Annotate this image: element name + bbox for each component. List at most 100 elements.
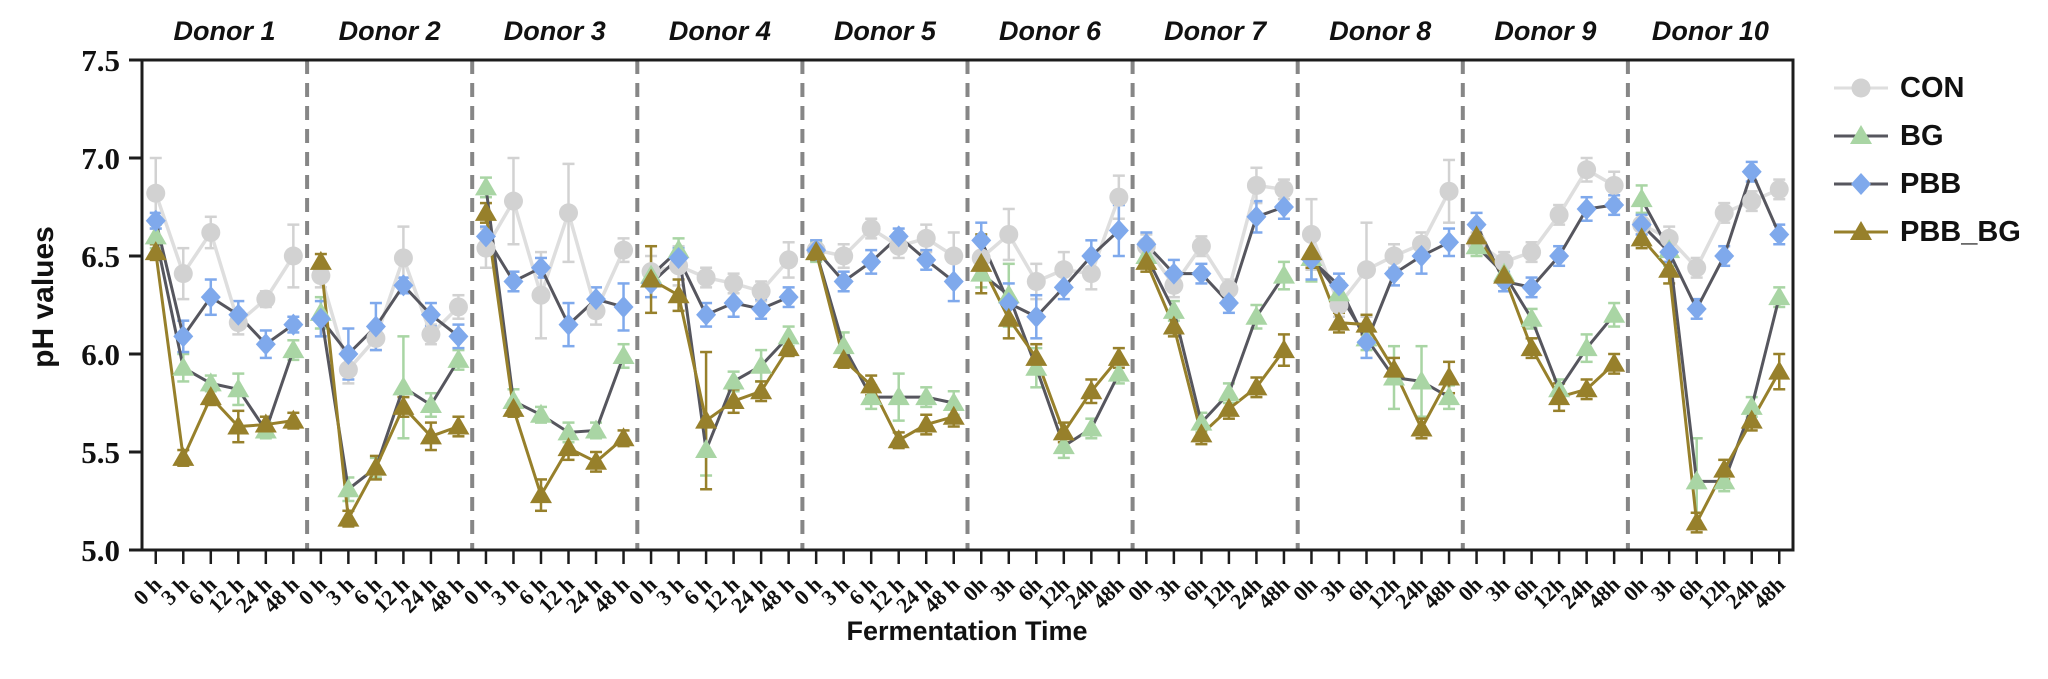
PBB_BG-marker <box>199 386 222 406</box>
BG-marker <box>1052 435 1075 455</box>
BG-marker <box>1025 356 1048 376</box>
CON-marker <box>1301 224 1321 244</box>
PBB_BG-marker <box>695 409 718 429</box>
x-tick-label: 48h <box>1748 572 1790 614</box>
PBB-marker <box>173 325 194 348</box>
BG-line <box>154 236 295 434</box>
BG-marker <box>447 348 470 368</box>
legend-label-CON: CON <box>1900 72 1965 104</box>
legend-circle-icon <box>1834 78 1888 98</box>
BG-marker <box>915 386 938 406</box>
PBB-marker <box>1246 205 1267 228</box>
BG-marker <box>750 354 773 374</box>
BG-marker <box>832 335 855 355</box>
PBB_BG-marker <box>942 405 965 425</box>
BG-marker <box>172 356 195 376</box>
PBB_BG-marker <box>1685 511 1708 531</box>
CON-marker <box>146 183 166 203</box>
PBB_BG-marker <box>997 307 1020 327</box>
donor-title: Donor 4 <box>669 16 771 46</box>
y-tick-label: 7.0 <box>81 141 120 176</box>
PBB-marker <box>1714 245 1735 267</box>
CON-marker <box>696 268 716 288</box>
PBB_BG-marker <box>1355 313 1378 333</box>
PBB-marker <box>1576 197 1597 220</box>
CON-marker <box>1522 242 1542 262</box>
PBB-marker <box>971 229 992 252</box>
donor-title: Donor 5 <box>834 16 937 46</box>
PBB-marker <box>365 315 386 338</box>
CON-marker <box>1439 181 1459 201</box>
BG-marker <box>144 225 167 245</box>
donor-title: Donor 7 <box>1164 16 1268 46</box>
PBB_BG-marker <box>364 456 387 476</box>
CON-marker <box>173 264 193 284</box>
PBB-marker <box>943 270 964 293</box>
BG-marker <box>1603 303 1626 323</box>
CON-marker <box>283 246 303 266</box>
PBB_BG-marker <box>1052 421 1075 441</box>
BG-marker <box>887 386 910 406</box>
CON-marker <box>834 246 854 266</box>
PBB_BG-marker <box>1272 339 1295 359</box>
CON-marker <box>751 281 771 301</box>
BG-marker <box>970 262 993 282</box>
donor-title: Donor 10 <box>1652 16 1769 46</box>
PBB-marker <box>916 248 937 271</box>
PBB-marker <box>1604 194 1625 217</box>
PBB-marker <box>228 303 249 326</box>
PBB_BG-marker <box>1300 241 1323 261</box>
PBB-marker <box>1328 274 1349 297</box>
CON-marker <box>779 250 799 270</box>
PBB-marker <box>1218 292 1239 315</box>
donor-title: Donor 9 <box>1494 16 1596 46</box>
legend-item-PBB_BG: PBB_BG <box>1832 216 2021 248</box>
PBB_BG-marker <box>860 374 883 394</box>
PBB-marker <box>1466 213 1487 236</box>
PBB-marker <box>861 250 882 273</box>
BG-marker <box>612 344 635 364</box>
PBB_BG-marker <box>1658 258 1681 278</box>
PBB_BG-marker <box>1575 378 1598 398</box>
BG-marker <box>1245 305 1268 325</box>
CON-marker <box>1081 264 1101 284</box>
PBB_BG-marker <box>1327 311 1350 331</box>
PBB_BG-marker <box>172 446 195 466</box>
PBB-marker <box>1521 276 1542 299</box>
PBB-marker <box>1659 241 1680 264</box>
BG-marker <box>474 176 497 196</box>
PBB_BG-marker <box>1548 386 1571 406</box>
chart-legend: CON BG PBB PBB_BG <box>1832 72 2021 248</box>
plot-border <box>140 58 1795 552</box>
CON-marker <box>366 328 386 348</box>
legend-diamond-icon <box>1834 173 1888 195</box>
CON-marker <box>1246 175 1266 195</box>
PBB-marker <box>613 295 634 318</box>
PBB-marker <box>283 313 304 336</box>
BG-marker <box>1080 417 1103 437</box>
PBB-marker <box>1136 233 1157 256</box>
PBB_BG-marker <box>805 241 828 261</box>
PBB-marker <box>1053 276 1074 299</box>
PBB_BG-marker <box>502 397 525 417</box>
CON-line <box>1475 167 1616 264</box>
BG-marker <box>1107 362 1130 382</box>
CON-marker <box>503 191 523 211</box>
BG-marker <box>942 392 965 411</box>
PBB_BG-marker <box>1603 352 1626 372</box>
BG-marker <box>1630 188 1653 208</box>
PBB-marker <box>751 297 772 320</box>
BG-line <box>319 312 460 492</box>
CON-marker <box>1577 160 1597 180</box>
legend-label-BG: BG <box>1900 120 1944 152</box>
CON-marker <box>1769 179 1789 199</box>
PBB_BG-marker <box>832 348 855 368</box>
BG-marker <box>419 393 442 413</box>
BG-marker <box>585 419 608 439</box>
CON-marker <box>1356 260 1376 280</box>
PBB-marker <box>1191 262 1212 285</box>
PBB_BG-marker <box>337 507 360 527</box>
donor-title: Donor 2 <box>339 16 441 46</box>
PBB_BG-marker <box>144 241 167 261</box>
CON-marker <box>201 222 221 242</box>
